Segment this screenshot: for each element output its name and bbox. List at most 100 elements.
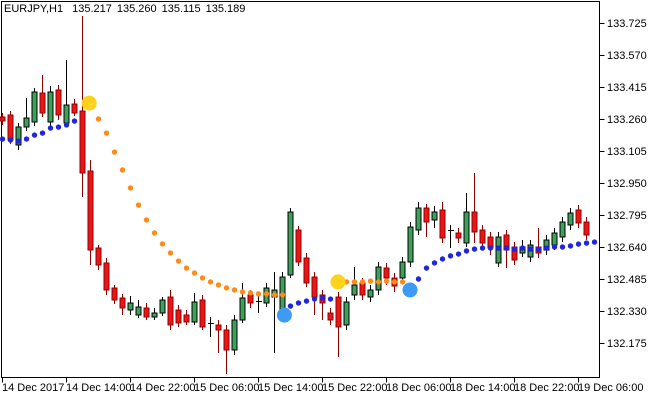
candle — [487, 232, 494, 255]
sar-dot-down — [375, 279, 382, 285]
sar-dot-up — [31, 132, 38, 138]
sar-dot-up — [527, 246, 534, 252]
sar-dot-down — [151, 230, 158, 236]
candle — [239, 283, 246, 323]
sell-signal-dot — [81, 95, 97, 111]
candle — [55, 85, 62, 120]
sar-dot-down — [359, 279, 366, 285]
sar-dot-up — [447, 253, 454, 259]
price-tick-label: 133.570 — [607, 50, 647, 62]
sar-dot-up — [511, 246, 518, 252]
candle — [423, 204, 430, 237]
sar-dot-down — [239, 289, 246, 295]
bear-candle-body — [79, 110, 86, 174]
sar-dot-up — [319, 295, 326, 301]
sar-dot-down — [351, 279, 358, 285]
bull-candle-body — [239, 297, 246, 321]
bull-candle-body — [463, 211, 470, 244]
candle — [95, 245, 102, 270]
bear-candle-body — [143, 307, 150, 318]
candle — [399, 257, 406, 283]
sar-dot-down — [231, 287, 238, 293]
sar-dot-down — [167, 250, 174, 256]
bear-candle-body — [471, 211, 478, 233]
bull-candle-body — [431, 211, 438, 221]
sar-dot-up — [303, 298, 310, 304]
sar-dot-down — [399, 279, 406, 285]
sar-dot-up — [327, 296, 334, 302]
sar-dot-up — [551, 244, 558, 250]
price-tick-label: 133.725 — [607, 18, 647, 30]
candle — [47, 86, 54, 126]
sar-dot-up — [295, 300, 302, 306]
time-tick-label: 15 Dec 14:00 — [258, 382, 323, 394]
price-tick-label: 133.415 — [607, 82, 647, 94]
symbol-timeframe-label: EURJPY,H1 — [4, 3, 64, 15]
sar-dot-up — [583, 240, 590, 246]
bear-candle-body — [359, 282, 366, 296]
bull-candle-body — [287, 211, 294, 276]
bear-candle-body — [223, 329, 230, 351]
sar-dot-up — [15, 138, 22, 144]
sar-dot-down — [255, 291, 262, 297]
bear-candle-body — [335, 296, 342, 328]
bear-candle-body — [0, 116, 6, 122]
candle — [31, 88, 38, 126]
bull-candle-body — [375, 266, 382, 291]
candle — [15, 123, 22, 150]
price-tick-label: 132.330 — [607, 306, 647, 318]
sar-dot-up — [591, 239, 598, 245]
bear-candle-body — [167, 296, 174, 326]
candle — [199, 295, 206, 330]
sar-dots-layer — [0, 116, 598, 309]
price-axis: 133.725 133.570 133.415 133.260 133.105 132.9… — [599, 18, 647, 350]
bear-candle-body — [95, 247, 102, 266]
sar-dot-down — [207, 279, 214, 285]
bear-candle-body — [479, 229, 486, 244]
candle — [215, 320, 222, 353]
candle — [135, 300, 142, 318]
bull-candle-body — [567, 212, 574, 226]
candle — [39, 75, 46, 117]
price-tick-label: 132.175 — [607, 338, 647, 350]
candle — [367, 285, 374, 302]
bull-candle-body — [159, 299, 166, 314]
price-tick-label: 132.485 — [607, 274, 647, 286]
sar-dot-up — [439, 256, 446, 262]
sar-dot-up — [519, 245, 526, 251]
candle — [335, 292, 342, 357]
sar-dot-up — [71, 118, 78, 124]
candle — [151, 308, 158, 320]
bull-candle-body — [399, 261, 406, 279]
candle — [87, 160, 94, 265]
sar-dot-down — [367, 278, 374, 284]
candle — [0, 113, 6, 125]
bear-candle-body — [119, 297, 126, 309]
candle — [479, 225, 486, 248]
sar-dot-down — [271, 292, 278, 298]
bull-candle-body — [551, 232, 558, 246]
time-tick-label: 14 Dec 2017 — [2, 382, 64, 394]
bull-candle-body — [351, 284, 358, 296]
quote-low: 135.115 — [161, 3, 201, 15]
sar-dot-up — [575, 241, 582, 247]
sar-dot-up — [47, 125, 54, 131]
time-tick-label: 18 Dec 06:00 — [386, 382, 451, 394]
sar-dot-up — [63, 122, 70, 128]
candle — [543, 235, 550, 255]
time-tick-label: 15 Dec 22:00 — [322, 382, 387, 394]
bear-candle-body — [103, 262, 110, 291]
candle — [575, 205, 582, 228]
candle — [535, 228, 542, 258]
bear-candle-body — [383, 267, 390, 279]
time-tick-label: 14 Dec 14:00 — [66, 382, 131, 394]
bear-candle-body — [575, 209, 582, 224]
sar-dot-down — [191, 270, 198, 276]
candle — [111, 285, 118, 304]
sar-dot-up — [415, 276, 422, 282]
candle — [159, 297, 166, 316]
sar-dot-up — [567, 243, 574, 249]
candle — [183, 310, 190, 325]
time-tick-label: 19 Dec 06:00 — [578, 382, 643, 394]
